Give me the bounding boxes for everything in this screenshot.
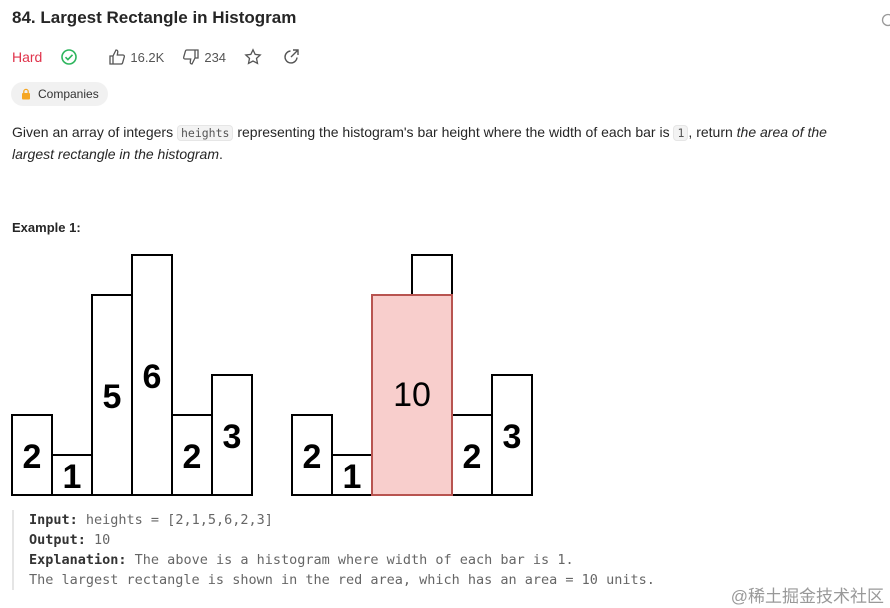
watermark: @稀土掘金技术社区 — [730, 587, 884, 606]
largest-rectangle — [371, 294, 453, 496]
code-text: 10 — [85, 532, 111, 548]
bar-label: 2 — [23, 438, 42, 476]
meta-row: Hard 16.2K 234 — [12, 48, 304, 66]
companies-label: Companies — [38, 87, 99, 101]
code-label: Output: — [29, 532, 86, 548]
bar-label: 5 — [103, 378, 122, 416]
bar — [131, 254, 173, 496]
code-text: heights = [2,1,5,6,2,3] — [77, 512, 273, 528]
code-line: The largest rectangle is shown in the re… — [29, 570, 655, 590]
bar-label: 1 — [343, 458, 362, 496]
bar-label: 6 — [143, 358, 162, 396]
text: , return — [688, 124, 737, 140]
companies-tag[interactable]: Companies — [11, 82, 108, 106]
difficulty: Hard — [12, 49, 43, 65]
text: Given an array of integers — [12, 124, 177, 140]
bar-label: 2 — [183, 438, 202, 476]
bar — [91, 294, 133, 496]
side-icon[interactable] — [880, 13, 890, 27]
star-button[interactable] — [244, 48, 262, 66]
like-count: 16.2K — [130, 49, 165, 65]
lock-icon — [22, 88, 30, 100]
inline-code: heights — [176, 125, 234, 141]
example-title: Example 1: — [12, 220, 81, 235]
bar — [291, 414, 333, 496]
solved-icon — [61, 49, 78, 65]
code-label: Input: — [29, 512, 78, 528]
code-line: Output: 10 — [29, 530, 655, 550]
share-button[interactable] — [282, 48, 300, 66]
problem-title: 84. Largest Rectangle in Histogram — [12, 8, 297, 27]
code-text: The largest rectangle is shown in the re… — [29, 572, 655, 588]
code-line: Explanation: The above is a histogram wh… — [29, 550, 655, 570]
text: representing the histogram's bar height … — [233, 124, 674, 140]
dislike-count: 234 — [204, 49, 227, 65]
description: Given an array of integers heights repre… — [12, 122, 872, 165]
code-text: The above is a histogram where width of … — [126, 552, 574, 568]
code-line: Input: heights = [2,1,5,6,2,3] — [29, 510, 655, 530]
bar — [491, 374, 533, 496]
bar — [11, 414, 53, 496]
bar-label: 3 — [503, 418, 522, 456]
area-label: 10 — [393, 376, 431, 414]
text: . — [219, 146, 223, 162]
bar-label: 1 — [63, 458, 82, 496]
bar-label: 2 — [303, 438, 322, 476]
bar — [171, 414, 213, 496]
bar — [451, 414, 493, 496]
bar — [211, 374, 253, 496]
emphasis: the area of the largest rectangle in the… — [12, 124, 827, 162]
code-label: Explanation: — [29, 552, 127, 568]
bar-label: 2 — [463, 438, 482, 476]
example-code: Input: heights = [2,1,5,6,2,3] Output: 10… — [12, 510, 655, 590]
dislike-button[interactable] — [182, 48, 200, 66]
like-button[interactable] — [108, 48, 126, 66]
inline-code: 1 — [673, 125, 689, 141]
bar-label: 3 — [223, 418, 242, 456]
